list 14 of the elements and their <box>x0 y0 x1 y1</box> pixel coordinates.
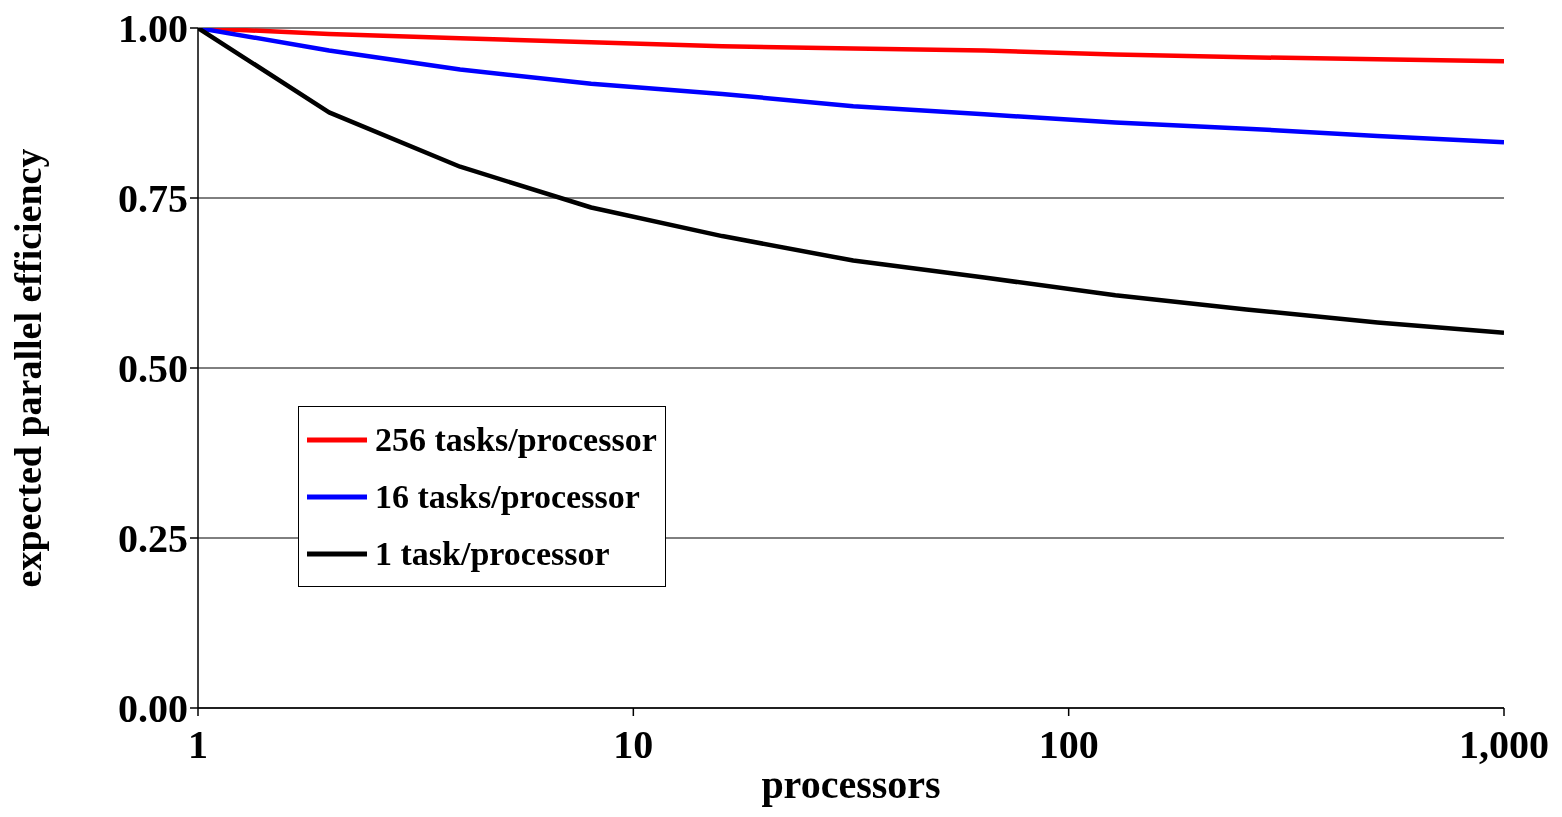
y-tick-label: 0.50 <box>118 346 188 392</box>
y-axis-title: expected parallel efficiency <box>7 148 50 588</box>
x-tick-label: 100 <box>1038 722 1099 768</box>
y-tick-label: 0.75 <box>118 176 188 222</box>
legend-label: 16 tasks/processor <box>375 477 640 516</box>
x-tick-label: 1,000 <box>1459 722 1549 768</box>
y-tick-label: 1.00 <box>118 6 188 52</box>
x-axis-title: processors <box>761 762 941 807</box>
y-tick-label: 0.00 <box>118 686 188 732</box>
x-tick-label: 10 <box>613 722 654 768</box>
y-tick-label: 0.25 <box>118 516 188 562</box>
x-tick-label: 1 <box>188 722 208 768</box>
legend-label: 1 task/processor <box>375 534 610 573</box>
legend-label: 256 tasks/processor <box>375 420 657 459</box>
